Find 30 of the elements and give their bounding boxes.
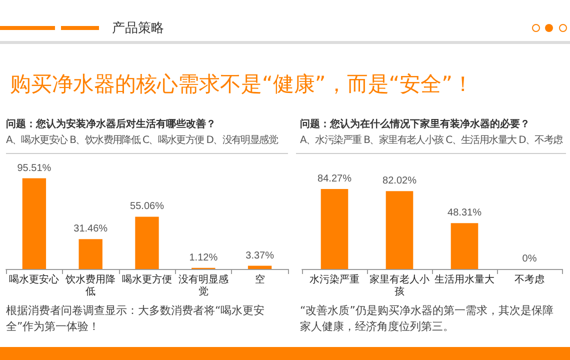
text: 根据消费者问卷调查显示：大多数消费者将“喝水更安全”作为第一体验！	[6, 303, 266, 335]
bar	[248, 266, 272, 269]
x-tick-label: 生活用水量大	[434, 274, 494, 286]
x-tick-label: 饮水费用降低	[64, 274, 116, 298]
data-label: 0%	[522, 254, 537, 264]
data-label: 95.51%	[17, 162, 52, 174]
x-tick-label: 不考虑	[514, 274, 544, 286]
x-tick-label: 水污染严重	[310, 274, 360, 286]
data-label: 3.37%	[246, 250, 274, 262]
x-tick-label: 没有明显感觉	[178, 274, 228, 298]
data-label: 55.06%	[130, 201, 164, 212]
x-tick-label: 空	[254, 274, 265, 286]
bar	[135, 216, 159, 269]
text: 购买净水器的核心需求不是“健康”，而是“安全”！	[10, 71, 474, 98]
data-label: 31.46%	[74, 224, 108, 235]
x-tick-label: 喝水更安心	[9, 274, 60, 286]
chart-subtitle: A、水污染严重 B、家里有老人小孩 C、生活用水量大 D、不考虑	[300, 134, 562, 147]
data-label: 48.31%	[448, 208, 482, 219]
chart-title: 问题：您认为安装净水器后对生活有哪些改善？	[6, 117, 216, 131]
data-label: 1.12%	[189, 252, 218, 264]
x-tick-label: 家里有老人小孩	[370, 274, 430, 298]
text: 产品策略	[112, 20, 164, 37]
chart-subtitle: A、喝水更安心 B、饮水费用降低 C、喝水更方便 D、没有明显感觉	[6, 134, 278, 147]
chart-title: 问题：您认为在什么情况下家里有装净水器的必要？	[300, 117, 530, 131]
bar	[78, 239, 102, 269]
data-label: 82.02%	[382, 176, 417, 187]
text: “改善水质”仍是购买净水器的第一需求，其次是保障家人健康，经济角度位列第三。	[300, 303, 554, 335]
bar	[22, 178, 46, 269]
x-tick-label: 喝水更方便	[122, 274, 172, 286]
data-label: 84.27%	[318, 173, 352, 184]
